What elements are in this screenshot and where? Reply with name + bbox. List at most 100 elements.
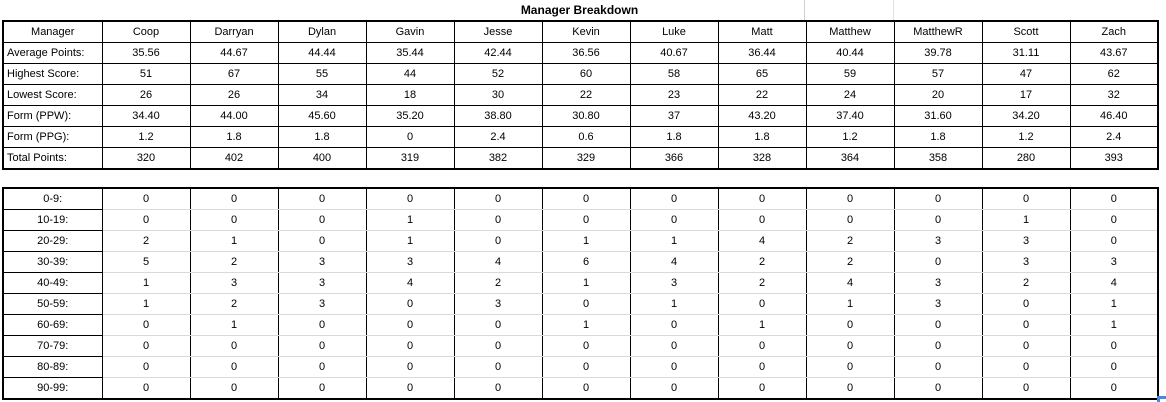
stat-value-cell[interactable]: 46.40	[1069, 105, 1159, 127]
stat-value-cell[interactable]: 1.2	[101, 126, 191, 148]
count-value-cell[interactable]: 0	[981, 356, 1071, 378]
stat-value-cell[interactable]: 358	[893, 147, 983, 170]
stat-value-cell[interactable]: 26	[101, 84, 191, 106]
stat-value-cell[interactable]: 1.2	[981, 126, 1071, 148]
stat-value-cell[interactable]: 26	[189, 84, 279, 106]
stat-value-cell[interactable]: 1.2	[805, 126, 895, 148]
count-value-cell[interactable]: 3	[277, 251, 367, 273]
stat-value-cell[interactable]: 42.44	[453, 42, 543, 64]
stat-value-cell[interactable]: 22	[717, 84, 807, 106]
count-value-cell[interactable]: 0	[893, 251, 983, 273]
count-value-cell[interactable]: 2	[717, 251, 807, 273]
count-value-cell[interactable]: 1	[541, 230, 631, 252]
count-value-cell[interactable]: 0	[981, 187, 1071, 210]
count-value-cell[interactable]: 0	[189, 377, 279, 400]
stat-value-cell[interactable]: 2.4	[453, 126, 543, 148]
stat-value-cell[interactable]: 47	[981, 63, 1071, 85]
stat-value-cell[interactable]: 59	[805, 63, 895, 85]
count-value-cell[interactable]: 6	[541, 251, 631, 273]
range-label-cell[interactable]: 40-49:	[2, 272, 103, 294]
stat-value-cell[interactable]: 1.8	[893, 126, 983, 148]
count-value-cell[interactable]: 3	[981, 251, 1071, 273]
range-label-cell[interactable]: 90-99:	[2, 377, 103, 400]
count-value-cell[interactable]: 4	[1069, 272, 1159, 294]
stat-value-cell[interactable]: 60	[541, 63, 631, 85]
count-value-cell[interactable]: 0	[277, 377, 367, 400]
stat-value-cell[interactable]: 35.44	[365, 42, 455, 64]
stat-value-cell[interactable]: 366	[629, 147, 719, 170]
stat-value-cell[interactable]: 51	[101, 63, 191, 85]
stat-value-cell[interactable]: 31.60	[893, 105, 983, 127]
count-value-cell[interactable]: 0	[453, 230, 543, 252]
stat-label-cell[interactable]: Form (PPG):	[2, 126, 103, 148]
count-value-cell[interactable]: 1	[541, 272, 631, 294]
count-value-cell[interactable]: 0	[541, 335, 631, 357]
count-value-cell[interactable]: 0	[541, 356, 631, 378]
stat-value-cell[interactable]: 35.20	[365, 105, 455, 127]
count-value-cell[interactable]: 4	[717, 230, 807, 252]
count-value-cell[interactable]: 3	[893, 230, 983, 252]
stat-label-cell[interactable]: Average Points:	[2, 42, 103, 64]
count-value-cell[interactable]: 1	[1069, 314, 1159, 336]
count-value-cell[interactable]: 1	[541, 314, 631, 336]
count-value-cell[interactable]: 3	[365, 251, 455, 273]
count-value-cell[interactable]: 3	[453, 293, 543, 315]
count-value-cell[interactable]: 4	[453, 251, 543, 273]
count-value-cell[interactable]: 0	[541, 209, 631, 231]
stat-value-cell[interactable]: 55	[277, 63, 367, 85]
manager-header-cell[interactable]: Jesse	[453, 20, 543, 43]
manager-header-cell[interactable]: Coop	[101, 20, 191, 43]
count-value-cell[interactable]: 0	[277, 187, 367, 210]
count-value-cell[interactable]: 0	[805, 209, 895, 231]
stat-value-cell[interactable]: 35.56	[101, 42, 191, 64]
count-value-cell[interactable]: 2	[805, 230, 895, 252]
count-value-cell[interactable]: 2	[101, 230, 191, 252]
count-value-cell[interactable]: 0	[189, 335, 279, 357]
count-value-cell[interactable]: 0	[101, 356, 191, 378]
count-value-cell[interactable]: 0	[101, 314, 191, 336]
manager-header-cell[interactable]: Gavin	[365, 20, 455, 43]
range-label-cell[interactable]: 0-9:	[2, 187, 103, 210]
count-value-cell[interactable]: 0	[805, 314, 895, 336]
stat-value-cell[interactable]: 23	[629, 84, 719, 106]
stat-value-cell[interactable]: 36.44	[717, 42, 807, 64]
stat-value-cell[interactable]: 43.67	[1069, 42, 1159, 64]
count-value-cell[interactable]: 2	[717, 272, 807, 294]
count-value-cell[interactable]: 0	[453, 314, 543, 336]
count-value-cell[interactable]: 0	[189, 187, 279, 210]
count-value-cell[interactable]: 0	[893, 209, 983, 231]
count-value-cell[interactable]: 0	[365, 293, 455, 315]
count-value-cell[interactable]: 0	[453, 356, 543, 378]
count-value-cell[interactable]: 1	[717, 314, 807, 336]
count-value-cell[interactable]: 0	[893, 356, 983, 378]
stat-label-cell[interactable]: Form (PPW):	[2, 105, 103, 127]
stat-value-cell[interactable]: 67	[189, 63, 279, 85]
stat-value-cell[interactable]: 31.11	[981, 42, 1071, 64]
stat-value-cell[interactable]: 45.60	[277, 105, 367, 127]
count-value-cell[interactable]: 1	[189, 314, 279, 336]
stat-value-cell[interactable]: 402	[189, 147, 279, 170]
stat-value-cell[interactable]: 1.8	[277, 126, 367, 148]
stat-value-cell[interactable]: 34	[277, 84, 367, 106]
stat-value-cell[interactable]: 0	[365, 126, 455, 148]
stat-value-cell[interactable]: 1.8	[629, 126, 719, 148]
count-value-cell[interactable]: 4	[805, 272, 895, 294]
count-value-cell[interactable]: 0	[717, 335, 807, 357]
stat-value-cell[interactable]: 37	[629, 105, 719, 127]
range-label-cell[interactable]: 50-59:	[2, 293, 103, 315]
count-value-cell[interactable]: 0	[981, 377, 1071, 400]
count-value-cell[interactable]: 0	[1069, 335, 1159, 357]
count-value-cell[interactable]: 4	[629, 251, 719, 273]
stat-label-cell[interactable]: Highest Score:	[2, 63, 103, 85]
count-value-cell[interactable]: 3	[277, 293, 367, 315]
stat-value-cell[interactable]: 58	[629, 63, 719, 85]
stat-value-cell[interactable]: 20	[893, 84, 983, 106]
stat-value-cell[interactable]: 1.8	[717, 126, 807, 148]
manager-header-cell[interactable]: Luke	[629, 20, 719, 43]
count-value-cell[interactable]: 0	[717, 187, 807, 210]
count-value-cell[interactable]: 0	[365, 335, 455, 357]
manager-header-cell[interactable]: Scott	[981, 20, 1071, 43]
manager-header-cell[interactable]: Zach	[1069, 20, 1159, 43]
corner-header-cell[interactable]: Manager	[2, 20, 103, 43]
count-value-cell[interactable]: 3	[189, 272, 279, 294]
